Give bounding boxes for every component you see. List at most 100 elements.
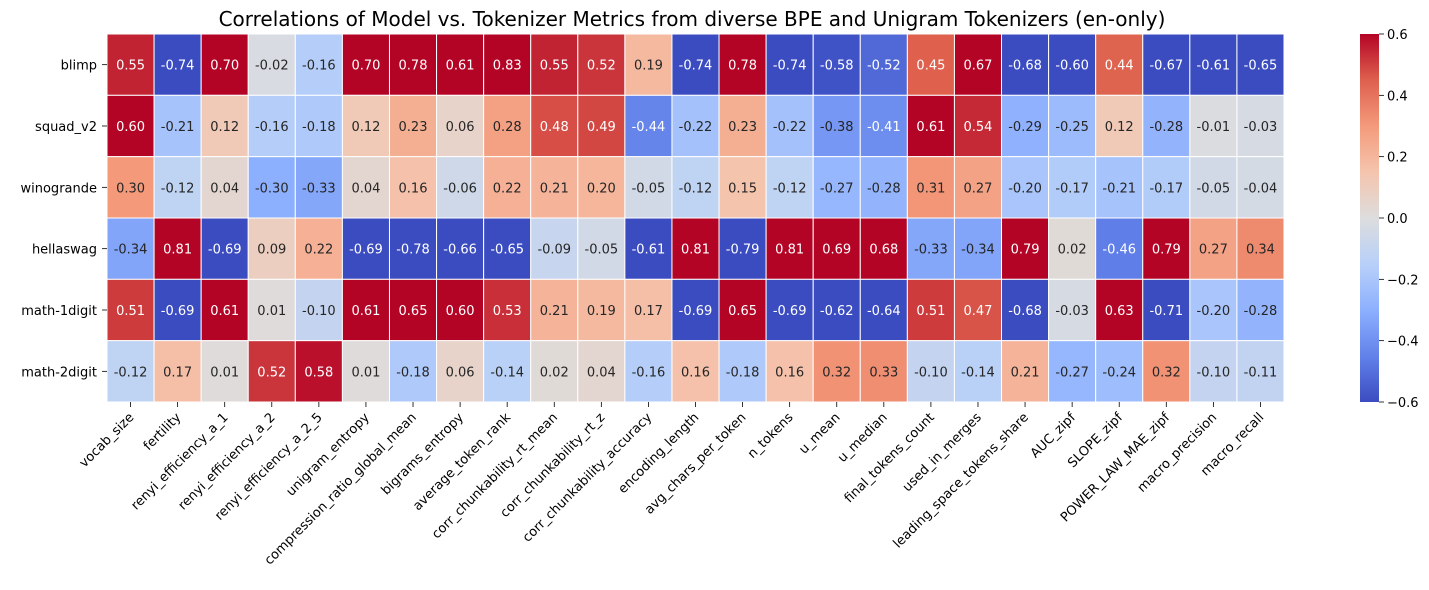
heatmap-cell <box>1142 217 1191 280</box>
cell-value-label: -0.79 <box>726 243 760 258</box>
cell-value-label: -0.22 <box>679 120 713 135</box>
heatmap-cell <box>1048 217 1097 280</box>
cell-value-label: -0.17 <box>1055 181 1089 196</box>
heatmap-cell <box>106 217 155 280</box>
column-tick-label: n_tokens <box>745 410 797 462</box>
cell-value-label: 0.21 <box>540 181 569 196</box>
cell-value-label: -0.34 <box>961 243 995 258</box>
cell-value-label: -0.05 <box>632 181 666 196</box>
cell-value-label: -0.28 <box>1244 304 1278 319</box>
cell-value-label: 0.81 <box>775 243 804 258</box>
cell-value-label: -0.64 <box>867 304 901 319</box>
column-tick-label: bigrams_entropy <box>379 410 467 498</box>
row-tick-label: math-1digit <box>21 304 97 319</box>
heatmap-cell <box>294 156 343 219</box>
heatmap-cell <box>1048 340 1097 403</box>
heatmap-cell <box>1236 156 1285 219</box>
cell-value-label: 0.23 <box>399 120 428 135</box>
cell-value-label: 0.55 <box>116 59 145 74</box>
heatmap-cell <box>1001 278 1050 342</box>
cell-value-label: -0.11 <box>1244 365 1278 380</box>
heatmap-cell <box>247 94 296 158</box>
heatmap-cell <box>341 340 390 403</box>
cell-value-label: 0.54 <box>964 120 993 135</box>
heatmap-cell <box>200 94 249 158</box>
cell-value-label: -0.12 <box>161 181 195 196</box>
cell-value-label: -0.61 <box>1197 59 1231 74</box>
cell-value-label: 0.23 <box>728 120 757 135</box>
cell-value-label: -0.14 <box>490 365 524 380</box>
heatmap-cell <box>624 278 673 342</box>
heatmap-cell <box>1236 278 1285 342</box>
cell-value-label: 0.06 <box>446 120 475 135</box>
heatmap-cell <box>1095 94 1144 158</box>
heatmap-cell <box>200 340 249 403</box>
cell-value-label: -0.24 <box>1102 365 1136 380</box>
heatmap-cell <box>1095 340 1144 403</box>
heatmap-cell <box>671 217 720 280</box>
heatmap-cell <box>1001 94 1050 158</box>
cell-value-label: 0.16 <box>399 181 428 196</box>
cell-value-label: 0.78 <box>399 59 428 74</box>
heatmap-cell <box>247 156 296 219</box>
cell-value-label: -0.21 <box>1102 181 1136 196</box>
heatmap-cell <box>1048 94 1097 158</box>
heatmap-cell <box>200 217 249 280</box>
heatmap-cell <box>812 156 861 219</box>
cell-value-label: 0.34 <box>1246 243 1275 258</box>
heatmap-cell <box>153 217 202 280</box>
heatmap-cell <box>1236 33 1285 96</box>
cell-value-label: -0.74 <box>773 59 807 74</box>
heatmap-cell <box>577 156 626 219</box>
cell-value-label: 0.27 <box>964 181 993 196</box>
cell-value-label: -0.17 <box>1149 181 1183 196</box>
heatmap-cell <box>624 33 673 96</box>
cell-value-label: 0.04 <box>587 365 616 380</box>
heatmap-cell <box>906 94 955 158</box>
cell-value-label: -0.16 <box>255 120 289 135</box>
cell-value-label: -0.10 <box>1197 365 1231 380</box>
cell-value-label: -0.66 <box>443 243 477 258</box>
heatmap-cell <box>812 217 861 280</box>
cell-value-label: -0.03 <box>1244 120 1278 135</box>
heatmap-cell <box>1142 94 1191 158</box>
cell-value-label: 0.61 <box>916 120 945 135</box>
cell-value-label: 0.33 <box>869 365 898 380</box>
heatmap-cell <box>247 217 296 280</box>
cell-value-label: -0.18 <box>396 365 430 380</box>
cell-value-label: 0.02 <box>1058 243 1087 258</box>
cell-value-label: 0.53 <box>493 304 522 319</box>
cell-value-label: 0.83 <box>493 59 522 74</box>
cell-value-label: 0.45 <box>916 59 945 74</box>
heatmap-cell <box>812 33 861 96</box>
cell-value-label: -0.34 <box>114 243 148 258</box>
cell-value-label: -0.22 <box>773 120 807 135</box>
colorbar-gradient <box>1360 34 1379 402</box>
heatmap-cell <box>624 217 673 280</box>
cell-value-label: -0.65 <box>490 243 524 258</box>
chart-title: Correlations of Model vs. Tokenizer Metr… <box>219 7 1166 31</box>
cell-value-label: 0.81 <box>163 243 192 258</box>
heatmap-cell <box>1236 340 1285 403</box>
column-tick-label: u_mean <box>796 410 843 457</box>
column-tick-label: encoding_length <box>616 410 703 497</box>
cell-value-label: 0.69 <box>822 243 851 258</box>
cell-value-label: -0.14 <box>961 365 995 380</box>
heatmap-cell <box>1095 33 1144 96</box>
heatmap-cell <box>906 340 955 403</box>
colorbar-tick-label: −0.2 <box>1387 273 1419 288</box>
cell-value-label: 0.27 <box>1199 243 1228 258</box>
cell-value-label: 0.16 <box>681 365 710 380</box>
cell-value-label: -0.09 <box>537 243 571 258</box>
heatmap-cell <box>388 217 438 280</box>
cell-value-label: -0.44 <box>632 120 666 135</box>
cell-value-label: -0.04 <box>1244 181 1278 196</box>
heatmap-cell <box>1236 217 1285 280</box>
cell-value-label: 0.61 <box>446 59 475 74</box>
cell-value-label: 0.63 <box>1105 304 1134 319</box>
heatmap-cell <box>953 33 1003 96</box>
heatmap-cell <box>1189 278 1238 342</box>
cell-value-label: 0.01 <box>257 304 286 319</box>
cell-value-label: 0.51 <box>116 304 145 319</box>
cell-value-label: 0.06 <box>446 365 475 380</box>
